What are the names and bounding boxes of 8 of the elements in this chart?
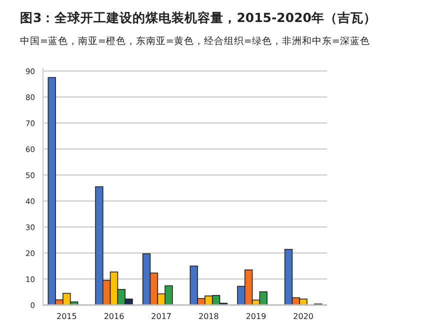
x-tick-label: 2020 — [293, 312, 314, 321]
chart-subtitle: 中国=蓝色，南亚=橙色，东南亚=黄色，经合组织=绿色，非洲和中东=深蓝色 — [20, 35, 370, 47]
x-tick-label: 2016 — [104, 312, 124, 321]
chart-title: 图3：全球开工建设的煤电装机容量，2015-2020年（吉瓦） — [20, 10, 376, 25]
x-tick-label: 2019 — [246, 312, 266, 321]
x-tick-label: 2018 — [198, 312, 219, 321]
x-tick-label: 2015 — [56, 312, 77, 321]
x-tick-label: 2017 — [151, 312, 172, 321]
